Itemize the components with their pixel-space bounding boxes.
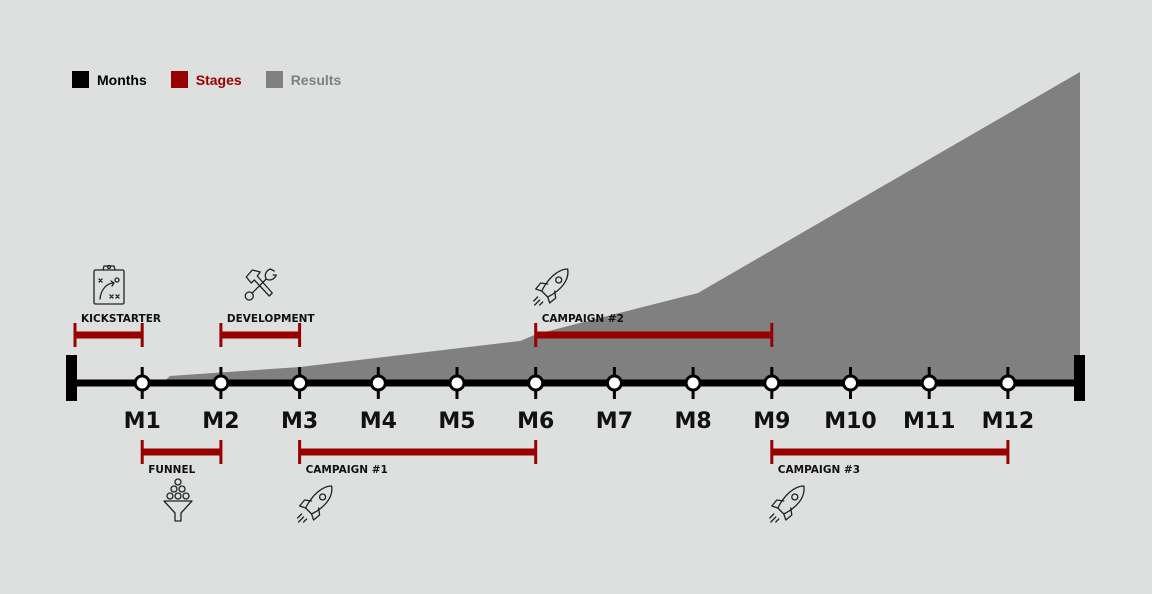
- icon-path: [539, 301, 544, 306]
- month-label: M10: [824, 409, 877, 434]
- stage-label: CAMPAIGN #2: [542, 313, 624, 325]
- month-label: M9: [753, 409, 790, 434]
- month-marker: [684, 374, 702, 392]
- icon-path: [534, 299, 541, 306]
- month-label: M3: [281, 409, 318, 434]
- clipboard-strategy-icon: [93, 264, 125, 305]
- stage-funnel: FUNNEL: [140, 440, 223, 476]
- icon-path: [298, 499, 313, 509]
- icon-path: [245, 269, 273, 297]
- month-label: M2: [202, 409, 239, 434]
- month-marker: [527, 374, 545, 392]
- stage-kickstarter: KICKSTARTER: [73, 313, 161, 347]
- month-marker: [212, 374, 230, 392]
- rocket-icon: [296, 485, 333, 523]
- month-marker: [133, 374, 151, 392]
- axis-start-cap: [66, 355, 77, 401]
- stage-label: CAMPAIGN #1: [306, 464, 388, 476]
- hammer-wrench-icon: [244, 268, 277, 301]
- icon-path: [98, 278, 103, 283]
- stage-label: FUNNEL: [148, 464, 195, 476]
- stage-campaign-3: CAMPAIGN #3: [770, 440, 1010, 476]
- legend: Months Stages Results: [72, 71, 341, 88]
- axis-end-cap: [1074, 355, 1085, 401]
- legend-item-months: Months: [72, 71, 147, 88]
- month-marker: [291, 374, 309, 392]
- icon-path: [791, 493, 799, 501]
- legend-item-results: Results: [265, 71, 342, 88]
- icon-path: [174, 492, 182, 500]
- legend-item-stages: Stages: [170, 71, 242, 88]
- icon-path: [265, 274, 277, 281]
- icon-path: [775, 518, 780, 523]
- months-swatch: [72, 71, 89, 88]
- rocket-icon: [533, 268, 569, 306]
- icon-path: [115, 294, 120, 299]
- icon-path: [163, 500, 193, 522]
- stage-label: DEVELOPMENT: [227, 313, 316, 325]
- legend-label: Results: [290, 71, 342, 88]
- icon-path: [318, 493, 327, 501]
- rocket-icon: [769, 485, 805, 523]
- icon-path: [310, 507, 321, 521]
- month-label: M8: [674, 409, 711, 434]
- stage-campaign-1: CAMPAIGN #1: [298, 440, 538, 476]
- icon-path: [109, 294, 114, 299]
- icon-path: [547, 290, 557, 304]
- month-marker: [842, 374, 859, 392]
- icon-path: [535, 282, 549, 292]
- month-label: M4: [360, 409, 397, 434]
- icon-path: [302, 518, 308, 523]
- icon-path: [178, 485, 186, 493]
- month-label: M7: [596, 409, 633, 434]
- month-marker: [763, 374, 781, 392]
- icon-path: [770, 516, 777, 523]
- month-label: M1: [124, 409, 161, 434]
- icon-path: [771, 499, 785, 509]
- icon-path: [114, 277, 120, 283]
- icon-path: [174, 478, 182, 486]
- icon-path: [244, 291, 254, 301]
- icon-path: [769, 513, 775, 519]
- stage-development: DEVELOPMENT: [219, 313, 316, 347]
- month-marker: [605, 374, 623, 392]
- stages-swatch: [170, 71, 188, 88]
- month-marker: [448, 374, 466, 392]
- stage-campaign-2: CAMPAIGN #2: [534, 313, 774, 347]
- icon-path: [170, 485, 178, 493]
- icon-path: [296, 513, 303, 519]
- month-marker: [369, 374, 387, 392]
- month-marker: [999, 374, 1017, 392]
- month-label: M12: [982, 409, 1035, 434]
- month-label: M6: [517, 409, 554, 434]
- icon-path: [533, 296, 539, 302]
- icon-path: [555, 276, 563, 284]
- month-label: M5: [438, 409, 475, 434]
- legend-label: Stages: [195, 71, 242, 88]
- month-label: M11: [903, 409, 956, 434]
- legend-label: Months: [97, 71, 147, 88]
- icon-path: [106, 264, 112, 270]
- icon-path: [166, 492, 174, 500]
- icon-path: [182, 492, 190, 500]
- stage-label: KICKSTARTER: [81, 313, 161, 325]
- stage-label: CAMPAIGN #3: [778, 464, 860, 476]
- icon-path: [783, 507, 793, 521]
- icon-path: [99, 282, 115, 300]
- results-area: [162, 72, 1080, 383]
- results-swatch: [265, 71, 283, 88]
- icon-path: [541, 268, 569, 298]
- month-marker: [920, 374, 938, 392]
- icon-path: [304, 485, 333, 515]
- icon-path: [297, 516, 305, 523]
- icon-path: [777, 485, 805, 515]
- funnel-icon: [163, 478, 193, 522]
- icon-path: [110, 280, 115, 287]
- icon-path: [93, 269, 125, 305]
